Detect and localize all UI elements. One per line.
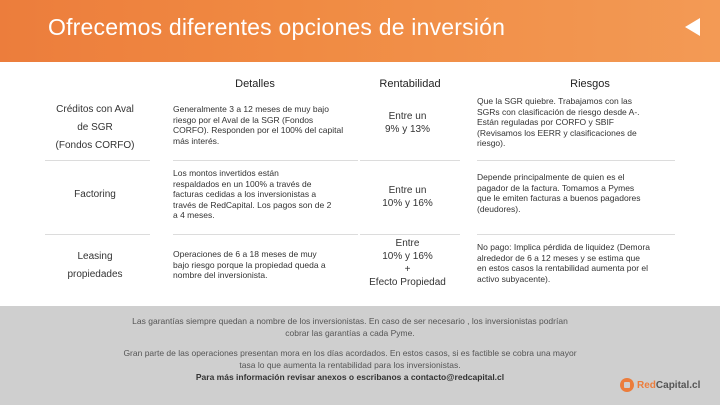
row-divider [477, 234, 675, 235]
header-banner: Ofrecemos diferentes opciones de inversi… [0, 0, 720, 62]
row-divider [173, 234, 358, 235]
table-row: Factoring Los montos invertidos están re… [45, 166, 675, 232]
option-name-line: propiedades [67, 269, 123, 280]
option-name-line: Leasing [77, 251, 113, 262]
row-divider [173, 160, 358, 161]
detail-line: Operaciones de 6 a 18 meses de muy [173, 249, 317, 259]
detail-line: CORFO). Responden por el 100% del capita… [173, 125, 344, 135]
detail-line: bajo riesgo porque la propiedad queda a [173, 259, 326, 270]
option-rentabilidad: Entre 10% y 16% + Efecto Propiedad [360, 237, 455, 289]
risk-line: Que la SGR quiebre. Trabajamos con las [477, 96, 632, 106]
option-detail: Los montos invertidos están respaldados … [173, 168, 353, 221]
column-header-rentabilidad: Rentabilidad [379, 78, 441, 90]
footer-note-line: tasa lo que aumenta la rentabilidad para… [239, 360, 461, 370]
detail-line: a 4 meses. [173, 210, 215, 220]
option-riesgo: No pago: Implica pérdida de liquidez (De… [477, 242, 675, 284]
row-divider [45, 234, 150, 235]
rent-line: Entre [395, 238, 420, 249]
option-detail: Generalmente 3 a 12 meses de muy bajo ri… [173, 104, 353, 146]
logo-red: Red [637, 379, 656, 391]
detail-line: respaldados en un 100% a través de [173, 178, 312, 189]
option-name: Factoring [45, 186, 145, 204]
redcapital-logo-icon [620, 378, 634, 392]
logo-rest: Capital.cl [655, 379, 701, 391]
rent-line: + [404, 264, 411, 275]
risk-line: alrededor de 6 a 12 meses y se estima qu… [477, 252, 641, 263]
rent-line: Efecto Propiedad [369, 277, 446, 288]
option-name-line: Créditos con Aval [56, 104, 134, 115]
contact-line: Para más información revisar anexos o es… [195, 372, 505, 382]
risk-line: en estos casos la rentabilidad aumenta p… [477, 263, 649, 273]
option-name-line: Factoring [74, 189, 116, 200]
detail-line: facturas cedidas a los inversionistas a [173, 189, 317, 199]
column-header-detalles: Detalles [235, 78, 275, 90]
option-rentabilidad: Entre un 9% y 13% [360, 110, 455, 136]
detail-line: través de RedCapital. Los pagos son de 2 [173, 199, 332, 210]
risk-line: pagador de la factura. Tomamos a Pymes [477, 182, 635, 193]
risk-line: que le emiten facturas a buenos pagadore… [477, 193, 641, 203]
investment-options-table: Detalles Rentabilidad Riesgos Créditos c… [45, 62, 675, 306]
option-name: Leasing propiedades [45, 248, 145, 284]
detail-line: Generalmente 3 a 12 meses de muy bajo [173, 104, 329, 114]
table-row: Leasing propiedades Operaciones de 6 a 1… [45, 237, 675, 303]
risk-line: Están reguladas por CORFO y SBIF [477, 117, 614, 127]
logo-text: RedCapital.cl [637, 380, 700, 391]
detail-line: nombre del inversionista. [173, 270, 268, 280]
footer-notes [0, 306, 720, 405]
footer-note-line: cobrar las garantías a cada Pyme. [285, 328, 415, 338]
page-title: Ofrecemos diferentes opciones de inversi… [48, 14, 506, 40]
option-detail: Operaciones de 6 a 18 meses de muy bajo … [173, 249, 353, 281]
rent-line: 9% y 13% [384, 124, 431, 135]
redcapital-logo: RedCapital.cl [620, 378, 700, 392]
detail-line: más interés. [173, 135, 220, 146]
option-rentabilidad: Entre un 10% y 16% [360, 184, 455, 210]
row-divider [477, 160, 675, 161]
risk-line: No pago: Implica pérdida de liquidez (De… [477, 242, 650, 252]
rent-line: Entre un [388, 185, 427, 196]
risk-line: Depende principalmente de quien es el [477, 172, 625, 182]
risk-line: (deudores). [477, 203, 521, 214]
row-divider [360, 160, 460, 161]
rent-line: Entre un [388, 111, 427, 122]
option-name: Créditos con Aval de SGR (Fondos CORFO) [45, 101, 145, 155]
row-divider [360, 234, 460, 235]
detail-line: riesgo por el Aval de la SGR (Fondos [173, 114, 314, 125]
risk-line: (Revisamos los EERR y clasificaciones de [477, 127, 637, 138]
footer-note-line: Gran parte de las operaciones presentan … [123, 348, 577, 358]
risk-line: activo subyacente). [477, 273, 551, 284]
rent-line: 10% y 16% [382, 198, 433, 209]
row-divider [45, 160, 150, 161]
risk-line: riesgo). [477, 138, 506, 148]
table-row: Créditos con Aval de SGR (Fondos CORFO) … [45, 96, 675, 158]
option-riesgo: Que la SGR quiebre. Trabajamos con las S… [477, 96, 675, 149]
rent-line: 10% y 16% [382, 251, 433, 262]
triangle-left-icon[interactable] [685, 18, 700, 36]
footer-note-line: Las garantías siempre quedan a nombre de… [132, 316, 568, 326]
option-riesgo: Depende principalmente de quien es el pa… [477, 172, 675, 214]
option-name-line: de SGR [77, 122, 113, 133]
risk-line: SGRs con clasificación de riesgo desde A… [477, 106, 640, 117]
option-name-line: (Fondos CORFO) [55, 140, 135, 151]
column-header-riesgos: Riesgos [570, 78, 610, 90]
detail-line: Los montos invertidos están [173, 168, 279, 178]
